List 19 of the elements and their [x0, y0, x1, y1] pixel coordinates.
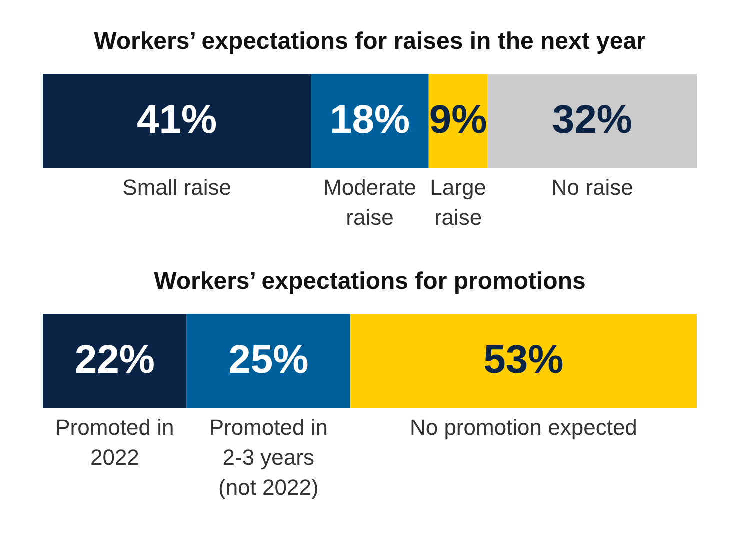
bar	[311, 74, 429, 168]
series-label: Large raise	[430, 175, 486, 230]
data-label: 53%	[484, 338, 564, 382]
data-label: 22%	[74, 338, 155, 382]
chart-title: Workers’ expectations for promotions	[154, 268, 586, 295]
data-label: 41%	[137, 98, 218, 142]
series-label: Moderate raise	[324, 175, 416, 230]
data-label: 9%	[429, 98, 488, 142]
data-label: 32%	[552, 98, 632, 142]
data-label: 18%	[330, 98, 410, 142]
chart-title: Workers’ expectations for raises in the next year	[94, 28, 646, 55]
series-label: Promoted in 2-3 years (not 2022)	[209, 415, 328, 500]
series-label: No raise	[551, 175, 634, 200]
series-label: Promoted in 2022	[56, 415, 174, 470]
series-label: No promotion expected	[410, 415, 638, 440]
bar	[43, 74, 312, 168]
bar	[488, 74, 697, 168]
data-label: 25%	[228, 338, 309, 382]
series-label: Small raise	[122, 175, 232, 200]
